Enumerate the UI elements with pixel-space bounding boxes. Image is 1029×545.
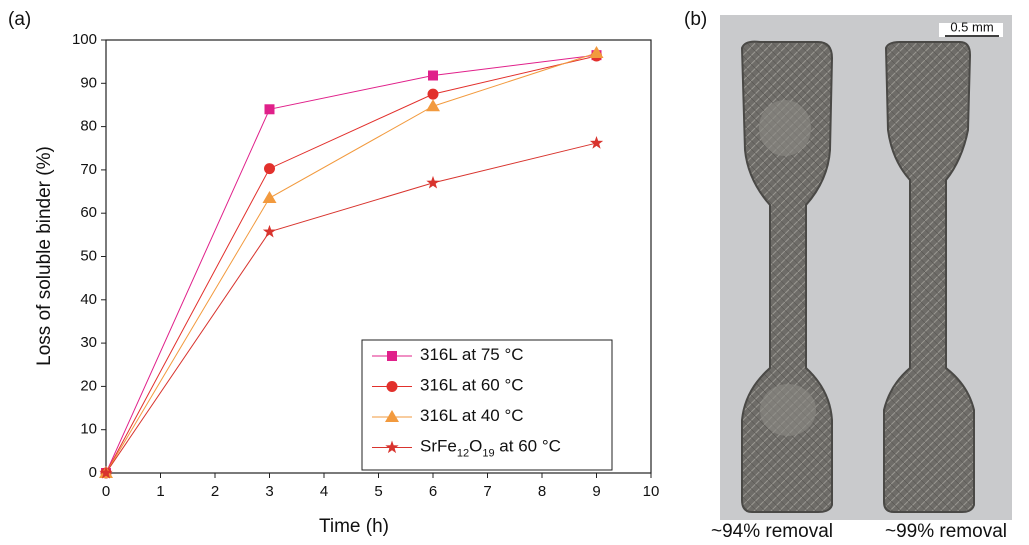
legend-label: 316L at 40 °C xyxy=(420,406,524,425)
y-tick-label: 50 xyxy=(80,247,97,264)
series-line xyxy=(105,55,597,474)
marker xyxy=(428,70,438,81)
legend-marker xyxy=(385,440,399,454)
legend-label: 316L at 75 °C xyxy=(420,345,524,364)
x-tick-label: 8 xyxy=(538,483,546,500)
marker xyxy=(262,224,277,238)
marker xyxy=(264,163,275,175)
defect xyxy=(760,384,816,436)
y-tick-label: 100 xyxy=(72,31,97,48)
x-tick-label: 5 xyxy=(374,483,382,500)
y-tick-label: 0 xyxy=(89,464,97,481)
panel-label: (a) xyxy=(8,9,31,30)
marker xyxy=(427,88,439,100)
y-tick-label: 10 xyxy=(80,421,97,438)
legend-marker xyxy=(387,351,397,361)
specimen xyxy=(883,41,975,513)
x-tick-label: 10 xyxy=(643,483,660,500)
legend-marker xyxy=(385,410,399,422)
y-tick-label: 80 xyxy=(80,118,97,135)
panel-label: (b) xyxy=(684,9,707,30)
marker xyxy=(426,175,440,189)
y-tick-label: 70 xyxy=(80,161,97,178)
x-tick-label: 6 xyxy=(429,483,437,500)
marker xyxy=(262,191,277,204)
y-axis-label: Loss of soluble binder (%) xyxy=(34,146,55,366)
legend-label: 316L at 60 °C xyxy=(420,376,524,395)
legend-box xyxy=(361,339,613,471)
series-line xyxy=(105,54,597,474)
y-tick-label: 40 xyxy=(80,291,97,308)
x-tick-label: 2 xyxy=(211,483,219,500)
x-tick-label: 0 xyxy=(102,483,110,500)
legend: 316L at 75 °C 316L at 60 °C 316L at 40 °C S… xyxy=(361,339,613,471)
x-axis-label: Time (h) xyxy=(319,516,389,537)
photo-caption: ~94% removal xyxy=(711,521,833,542)
y-tick-label: 60 xyxy=(80,204,97,221)
x-tick-label: 7 xyxy=(483,483,491,500)
marker xyxy=(589,136,604,149)
defect xyxy=(759,100,811,156)
x-tick-label: 3 xyxy=(265,483,273,500)
scale-bar-bg xyxy=(939,23,1003,37)
series-line xyxy=(105,52,597,474)
photo-caption: ~99% removal xyxy=(885,521,1007,542)
y-tick-label: 20 xyxy=(80,377,97,394)
series-line xyxy=(105,142,597,474)
marker xyxy=(589,45,604,58)
legend-label: SrFe12O19 at 60 °C xyxy=(420,437,561,459)
scale-bar-label: 0.5 mm xyxy=(950,19,993,34)
x-tick-label: 4 xyxy=(320,483,328,500)
photo: 0.5 mm ~94% removal ~99% removal xyxy=(711,15,1012,542)
y-tick-label: 30 xyxy=(80,334,97,351)
legend-marker xyxy=(386,381,398,392)
x-tick-label: 9 xyxy=(592,483,600,500)
y-tick-label: 90 xyxy=(80,74,97,91)
marker xyxy=(99,466,113,479)
marker xyxy=(426,99,440,112)
x-tick-label: 1 xyxy=(156,483,164,500)
marker xyxy=(264,104,275,115)
